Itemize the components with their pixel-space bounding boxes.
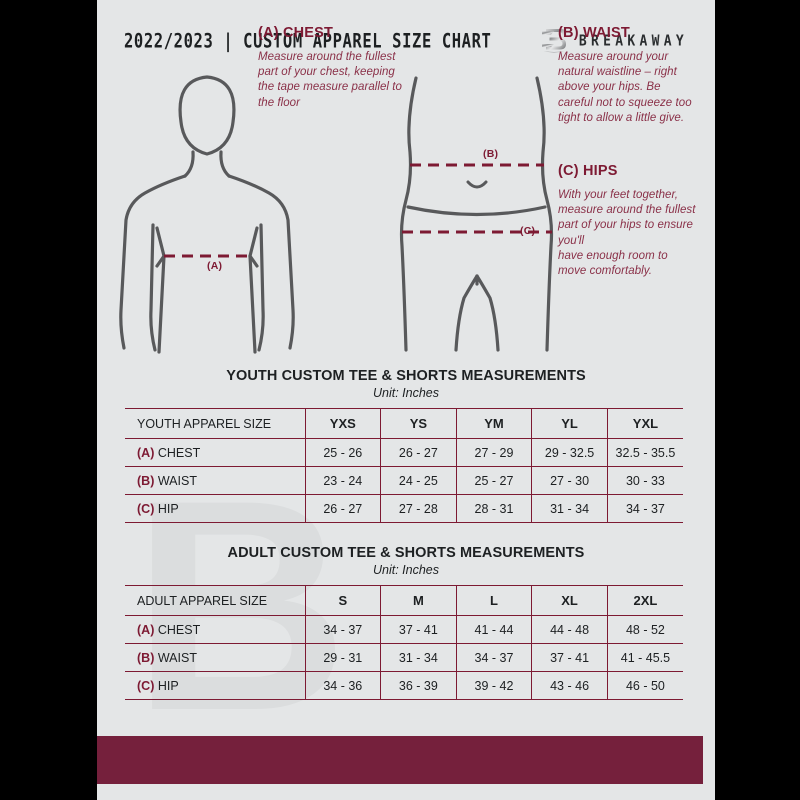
youth-row-chest-label: (A) CHEST [125,438,306,467]
youth-waist-2: 25 - 27 [456,466,533,495]
callout-waist-heading: (B) WAIST [558,25,630,41]
adult-row-waist-label: (B) WAIST [125,643,306,672]
page-header: 2022/2023 | CUSTOM APPAREL SIZE CHART BR… [97,27,715,55]
adult-chest-4: 48 - 52 [607,615,683,644]
youth-hip-1: 27 - 28 [380,494,457,523]
measurement-illustrations: (A) (B) (C) [97,60,715,360]
adult-hip-2: 39 - 42 [456,671,533,700]
adult-hip-4: 46 - 50 [607,671,683,700]
youth-col-4: YXL [607,408,683,439]
youth-col-2: YM [456,408,533,439]
table-row: (C) HIP 26 - 27 27 - 28 28 - 31 31 - 34 … [125,494,683,523]
youth-waist-4: 30 - 33 [607,466,683,495]
youth-size-table: YOUTH APPAREL SIZE YXS YS YM YL YXL (A) … [125,408,683,523]
size-chart-page: B 2022/2023 | CUSTOM APPAREL SIZE CHART [97,0,715,800]
table-row: (B) WAIST 23 - 24 24 - 25 25 - 27 27 - 3… [125,466,683,495]
lower-body-figure [399,76,554,352]
youth-chest-3: 29 - 32.5 [531,438,608,467]
adult-chest-2: 41 - 44 [456,615,533,644]
callout-hips-body: With your feet together, measure around … [558,189,696,278]
adult-chest-0: 34 - 37 [305,615,382,644]
youth-hip-2: 28 - 31 [456,494,533,523]
adult-waist-3: 37 - 41 [531,643,608,672]
adult-table-unit: Unit: Inches [372,563,439,577]
adult-table-title: ADULT CUSTOM TEE & SHORTS MEASUREMENTS [227,545,585,561]
adult-col-3: XL [531,585,608,616]
callout-waist: (B) WAIST Measure around your natural wa… [558,25,698,126]
row-tag: (A) [137,622,155,637]
youth-row-hip-label: (C) HIP [125,494,306,523]
row-label: CHEST [157,445,201,460]
youth-col-0: YXS [305,408,382,439]
youth-hip-0: 26 - 27 [305,494,382,523]
youth-table-title: YOUTH CUSTOM TEE & SHORTS MEASUREMENTS [226,368,586,384]
page-title: 2022/2023 | CUSTOM APPAREL SIZE CHART [124,29,492,53]
adult-waist-0: 29 - 31 [305,643,382,672]
youth-chest-0: 25 - 26 [305,438,382,467]
adult-waist-2: 34 - 37 [456,643,533,672]
adult-col-1: M [380,585,457,616]
adult-row-chest-label: (A) CHEST [125,615,306,644]
youth-table-unit: Unit: Inches [372,386,439,400]
callout-hips: (C) HIPS With your feet together, measur… [558,163,698,279]
adult-col-4: 2XL [607,585,683,616]
table-row: (B) WAIST 29 - 31 31 - 34 34 - 37 37 - 4… [125,643,683,672]
youth-hip-3: 31 - 34 [531,494,608,523]
table-header-row: ADULT APPAREL SIZE S M L XL 2XL [125,585,683,616]
breakaway-b-logo-icon [541,29,566,53]
row-label: HIP [157,501,179,516]
adult-chest-3: 44 - 48 [531,615,608,644]
table-row: (A) CHEST 25 - 26 26 - 27 27 - 29 29 - 3… [125,438,683,467]
adult-waist-4: 41 - 45.5 [607,643,683,672]
row-tag: (C) [137,678,155,693]
row-label: WAIST [157,650,197,665]
chest-measure-label: (A) [207,260,223,272]
brand-lockup: BREAKAWAY [541,26,688,56]
waist-measure-label: (B) [483,148,499,160]
youth-chest-2: 27 - 29 [456,438,533,467]
callout-waist-body: Measure around your natural waistline – … [558,51,692,124]
adult-measurements-block: ADULT CUSTOM TEE & SHORTS MEASUREMENTS U… [97,545,715,700]
youth-chest-4: 32.5 - 35.5 [607,438,683,467]
adult-waist-1: 31 - 34 [380,643,457,672]
adult-size-header: ADULT APPAREL SIZE [125,585,306,616]
table-header-row: YOUTH APPAREL SIZE YXS YS YM YL YXL [125,408,683,439]
row-tag: (A) [137,445,155,460]
youth-row-waist-label: (B) WAIST [125,466,306,495]
row-tag: (B) [137,650,155,665]
youth-col-3: YL [531,408,608,439]
callout-chest-heading: (A) CHEST [258,25,334,41]
table-row: (A) CHEST 34 - 37 37 - 41 41 - 44 44 - 4… [125,615,683,644]
table-row: (C) HIP 34 - 36 36 - 39 39 - 42 43 - 46 … [125,671,683,700]
callout-chest-body: Measure around the fullest part of your … [258,51,402,109]
adult-col-2: L [456,585,533,616]
youth-col-1: YS [380,408,457,439]
callout-chest: (A) CHEST Measure around the fullest par… [258,25,408,111]
adult-hip-1: 36 - 39 [380,671,457,700]
row-label: WAIST [157,473,197,488]
row-tag: (C) [137,501,155,516]
youth-waist-1: 24 - 25 [380,466,457,495]
adult-col-0: S [305,585,382,616]
row-label: CHEST [157,622,201,637]
brand-name: BREAKAWAY [578,32,688,50]
youth-waist-3: 27 - 30 [531,466,608,495]
youth-size-header: YOUTH APPAREL SIZE [125,408,306,439]
adult-size-table: ADULT APPAREL SIZE S M L XL 2XL (A) CHES… [125,585,683,700]
youth-measurements-block: YOUTH CUSTOM TEE & SHORTS MEASUREMENTS U… [97,368,715,523]
youth-waist-0: 23 - 24 [305,466,382,495]
footer-bar [97,736,703,784]
row-label: HIP [157,678,179,693]
hip-measure-label: (C) [520,225,536,237]
callout-hips-heading: (C) HIPS [558,163,618,179]
adult-chest-1: 37 - 41 [380,615,457,644]
adult-hip-0: 34 - 36 [305,671,382,700]
adult-row-hip-label: (C) HIP [125,671,306,700]
adult-hip-3: 43 - 46 [531,671,608,700]
row-tag: (B) [137,473,155,488]
upper-body-figure [119,75,295,354]
youth-hip-4: 34 - 37 [607,494,683,523]
youth-chest-1: 26 - 27 [380,438,457,467]
